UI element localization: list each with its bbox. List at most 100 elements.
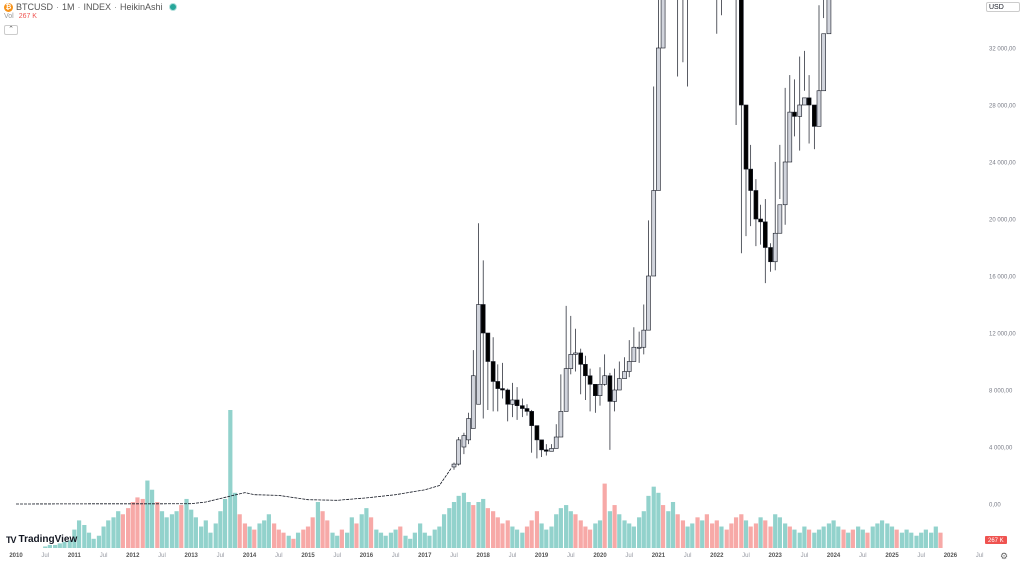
volume-bar xyxy=(412,532,417,548)
volume-bar xyxy=(403,535,408,548)
volume-bar xyxy=(821,526,826,548)
candle-body xyxy=(812,104,817,127)
candle-body xyxy=(826,0,832,35)
candle xyxy=(456,437,461,466)
collapse-legend-button[interactable]: ⌃ xyxy=(4,25,18,35)
volume-bar xyxy=(359,514,364,548)
y-axis[interactable]: 0,00 4 000,00 8 000,00 12 000,00 16 000,00 20… xyxy=(989,0,1020,509)
volume-bar xyxy=(203,520,208,548)
exchange-label: INDEX xyxy=(83,2,112,12)
candle xyxy=(480,260,486,419)
candle xyxy=(578,348,584,395)
volume-bar xyxy=(806,529,812,548)
candle-body xyxy=(549,448,554,452)
x-tick-label: 2016 xyxy=(360,553,374,559)
candle xyxy=(816,5,822,127)
volume-bar xyxy=(685,526,690,548)
volume-bar xyxy=(232,492,238,548)
volume-legend[interactable]: Vol 267 K xyxy=(4,13,37,20)
volume-bar xyxy=(310,517,315,548)
volume-bar xyxy=(193,517,198,548)
candle-body xyxy=(660,0,666,49)
volume-bar xyxy=(675,514,680,548)
volume-bar xyxy=(889,526,895,548)
interval-label[interactable]: 1M xyxy=(62,2,75,12)
volume-bar xyxy=(812,532,817,548)
volume-bar xyxy=(320,511,325,548)
volume-bar xyxy=(315,502,321,548)
volume-bar xyxy=(773,514,778,548)
x-tick-label: 2015 xyxy=(301,553,315,559)
candle xyxy=(549,444,554,452)
candle xyxy=(753,179,759,247)
candle xyxy=(716,0,718,34)
x-axis[interactable]: 2010 Jul 2011 Jul 2012 Jul 2013 Jul 2014 Jul 2015 J… xyxy=(9,553,983,559)
candle xyxy=(520,398,525,418)
volume-bar xyxy=(466,502,471,548)
currency-button[interactable]: USD xyxy=(986,2,1020,12)
volume-bar xyxy=(120,514,125,548)
candle xyxy=(636,331,642,363)
volume-bar xyxy=(500,523,505,548)
volume-bar xyxy=(544,529,549,548)
candle xyxy=(539,439,544,457)
candle-body xyxy=(636,346,642,349)
x-tick-label: 2022 xyxy=(710,553,724,559)
volume-value: 267 K xyxy=(18,13,37,20)
volume-tag-bg xyxy=(985,536,1007,544)
volume-bar xyxy=(729,523,734,548)
candle-body xyxy=(607,375,613,402)
volume-bar xyxy=(885,523,890,548)
candle-body xyxy=(743,104,749,170)
volume-bar xyxy=(593,523,598,548)
x-tick-label: Jul xyxy=(625,553,633,559)
volume-bar xyxy=(388,532,394,548)
volume-bar xyxy=(476,502,481,548)
candle-body xyxy=(622,371,627,379)
volume-bar xyxy=(865,532,870,548)
candle xyxy=(743,104,749,237)
symbol-header[interactable]: ₿ BTCUSD · 1M · INDEX · HeikinAshi xyxy=(4,2,177,12)
x-tick-label: Jul xyxy=(392,553,400,559)
volume-bar xyxy=(534,511,540,548)
chart-style-label[interactable]: HeikinAshi xyxy=(120,2,163,12)
candle-body xyxy=(768,247,773,263)
volume-bar xyxy=(47,544,52,548)
volume-bar xyxy=(583,526,588,548)
candle xyxy=(626,340,632,378)
candle-body xyxy=(758,218,763,223)
symbol-name[interactable]: BTCUSD xyxy=(16,2,54,12)
candle-body xyxy=(583,364,588,377)
tradingview-logo-icon: TV xyxy=(6,534,16,545)
volume-bar xyxy=(91,538,96,548)
volume-bar xyxy=(836,526,841,548)
settings-gear-icon[interactable]: ⚙ xyxy=(1000,551,1009,561)
x-tick-label: Jul xyxy=(158,553,166,559)
candle xyxy=(797,56,803,151)
candle-body xyxy=(656,47,661,191)
candle-body xyxy=(787,111,793,163)
volume-bar xyxy=(690,523,695,548)
candle xyxy=(762,199,768,284)
volume-bar xyxy=(510,526,515,548)
volume-bar xyxy=(919,532,924,548)
separator: · xyxy=(77,2,81,12)
volume-bar xyxy=(149,489,155,548)
volume-bar xyxy=(291,538,296,548)
tradingview-logo[interactable]: TV TradingView xyxy=(6,534,77,545)
candle xyxy=(461,432,467,455)
volume-bar xyxy=(612,505,617,548)
candle-body xyxy=(520,405,525,409)
candle xyxy=(777,144,783,234)
candle xyxy=(735,0,737,125)
volume-bar xyxy=(700,520,705,548)
volume-bar xyxy=(933,526,938,548)
volume-bar xyxy=(768,526,773,548)
candle-body xyxy=(490,361,496,382)
volume-bar xyxy=(159,511,165,548)
candle xyxy=(476,223,481,405)
candle-body xyxy=(524,408,530,412)
candle xyxy=(529,409,534,453)
candle-body xyxy=(816,90,822,127)
